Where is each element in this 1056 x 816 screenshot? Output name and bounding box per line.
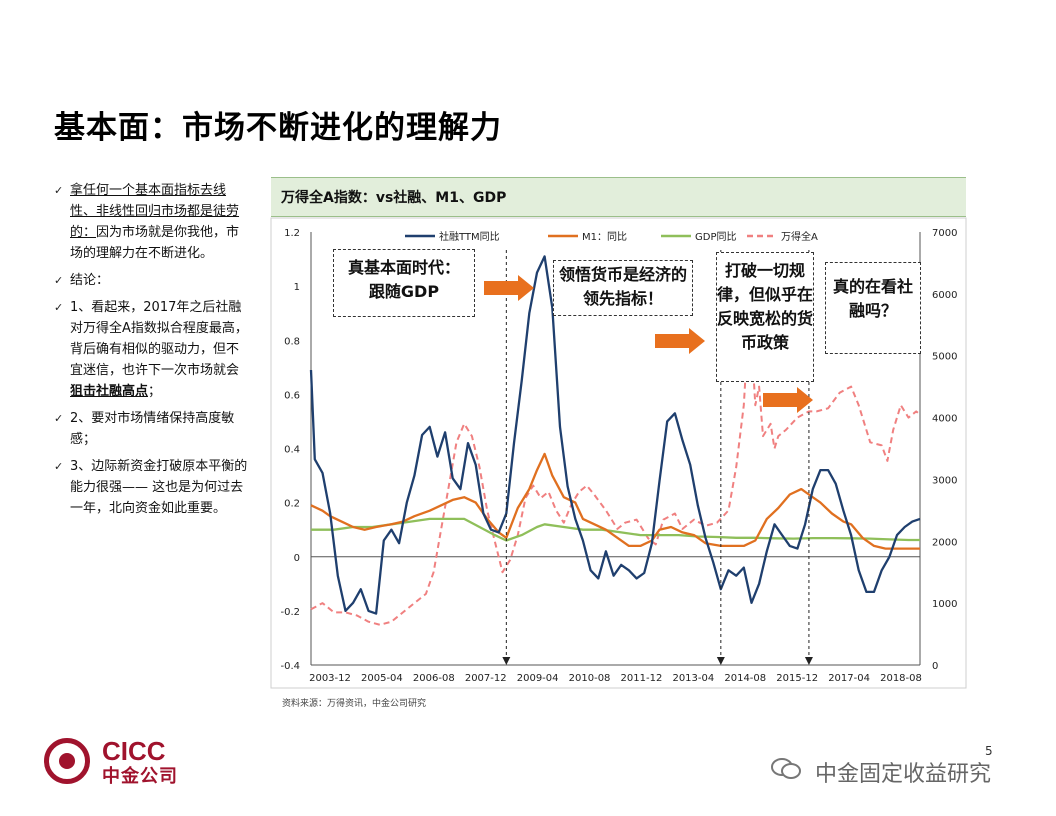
page-number: 5: [985, 744, 993, 758]
left-tick-label: 1.2: [284, 228, 300, 239]
chart-frame: [270, 217, 967, 689]
callout-money-leading: 领悟货币是经济的领先指标！: [553, 260, 693, 316]
check-icon: ✓: [54, 460, 64, 473]
bullet-segment: 2、要对市场情绪保持高度敏感；: [70, 411, 235, 447]
bullet-text: 拿任何一个基本面指标去线性、非线性回归市场都是徒劳的：因为市场就是你我他，市场的…: [70, 180, 250, 264]
event-arrowhead: [804, 657, 813, 665]
callout-tsf-question: 真的在看社融吗？: [825, 262, 921, 354]
bullet-list: ✓ 拿任何一个基本面指标去线性、非线性回归市场都是徒劳的：因为市场就是你我他，市场…: [54, 180, 250, 525]
check-icon: ✓: [54, 301, 64, 314]
left-tick-label: -0.2: [280, 607, 300, 618]
left-tick-label: -0.4: [280, 661, 300, 672]
right-tick-label: 1000: [932, 599, 957, 610]
bullet-segment: 1、看起来，2017年之后社融对万得全A指数拟合程度最高，背后确有相似的驱动力，…: [70, 300, 248, 378]
left-tick-label: 0.6: [284, 390, 300, 401]
bullet-segment: 结论：: [70, 273, 110, 288]
wechat-icon: [770, 757, 802, 787]
series-line: [309, 255, 921, 615]
right-tick-label: 4000: [932, 414, 957, 425]
bullet-segment: 狙击社融高点: [70, 384, 149, 399]
right-tick-label: 5000: [932, 352, 957, 363]
bullet-text: 3、边际新资金打破原本平衡的能力很强—— 这也是为何过去一年，北向资金如此重要。: [70, 456, 250, 519]
bullet-segment: 3、边际新资金打破原本平衡的能力很强—— 这也是为何过去一年，北向资金如此重要。: [70, 459, 248, 516]
event-arrowhead: [502, 657, 511, 665]
bullet-item: ✓ 拿任何一个基本面指标去线性、非线性回归市场都是徒劳的：因为市场就是你我他，市场…: [54, 180, 250, 264]
right-tick-label: 2000: [932, 537, 957, 548]
x-tick-label: 2007-12: [465, 673, 507, 684]
logo-en-text: CICC: [102, 736, 166, 766]
bullet-segment: ；: [148, 384, 162, 399]
x-tick-label: 2017-04: [828, 673, 870, 684]
x-tick-label: 2005-04: [361, 673, 403, 684]
legend-label: M1：同比: [582, 231, 627, 243]
left-tick-label: 0.8: [284, 336, 300, 347]
bullet-item: ✓ 1、看起来，2017年之后社融对万得全A指数拟合程度最高，背后确有相似的驱动力…: [54, 297, 250, 402]
x-tick-label: 2018-08: [880, 673, 922, 684]
orange-arrow-icon: [655, 328, 705, 354]
cicc-logo-mark: [44, 738, 90, 784]
watermark-text: 中金固定收益研究: [815, 762, 992, 787]
orange-arrow-icon: [484, 275, 534, 301]
chart-source: 资料来源：万得资讯，中金公司研究: [282, 699, 427, 709]
bullet-item: ✓ 3、边际新资金打破原本平衡的能力很强—— 这也是为何过去一年，北向资金如此重要…: [54, 456, 250, 519]
event-arrowhead: [716, 657, 725, 665]
series-line: [310, 452, 920, 550]
left-tick-label: 1: [294, 282, 300, 293]
legend-label: 社融TTM同比: [439, 230, 500, 243]
callout-break-rules: 打破一切规律，但似乎在反映宽松的货币政策: [716, 252, 814, 382]
series-line: [310, 305, 921, 626]
right-tick-label: 0: [932, 661, 938, 672]
x-tick-label: 2006-08: [413, 673, 455, 684]
callout-gdp-era: 真基本面时代： 跟随GDP: [333, 249, 475, 317]
check-icon: ✓: [54, 274, 64, 287]
series-line: [311, 517, 920, 542]
x-tick-label: 2010-08: [569, 673, 611, 684]
callout-gdp-era-line2: 跟随GDP: [368, 282, 440, 301]
x-tick-label: 2009-04: [517, 673, 559, 684]
orange-arrow-icon: [763, 387, 813, 413]
left-tick-label: 0.4: [284, 445, 300, 456]
logo-cn-text: 中金公司: [102, 766, 178, 787]
legend-label: 万得全A: [781, 230, 818, 243]
x-tick-label: 2014-08: [724, 673, 766, 684]
right-tick-label: 3000: [932, 475, 957, 486]
bullet-segment: 因为市场就是你我他，市场的理解力在不断进化。: [70, 225, 240, 261]
page-title: 基本面：市场不断进化的理解力: [54, 110, 502, 146]
watermark: 中金固定收益研究: [770, 756, 991, 788]
bullet-item: ✓ 2、要对市场情绪保持高度敏感；: [54, 408, 250, 450]
bullet-item: ✓ 结论：: [54, 270, 250, 291]
bullet-text: 结论：: [70, 270, 250, 291]
bullet-text: 1、看起来，2017年之后社融对万得全A指数拟合程度最高，背后确有相似的驱动力，…: [70, 297, 250, 402]
chart-title: 万得全A指数：vs社融、M1、GDP: [281, 190, 507, 206]
left-tick-label: 0: [294, 553, 300, 564]
bullet-text: 2、要对市场情绪保持高度敏感；: [70, 408, 250, 450]
bullet-segment: 拿任何一个基本面指标去线性、非线性回归市场都是徒劳的：: [70, 183, 240, 240]
chart-header: 万得全A指数：vs社融、M1、GDP: [271, 177, 966, 217]
check-icon: ✓: [54, 412, 64, 425]
left-tick-label: 0.2: [284, 499, 300, 510]
callout-gdp-era-line1: 真基本面时代：: [347, 258, 460, 277]
legend-label: GDP同比: [695, 231, 736, 243]
right-tick-label: 6000: [932, 290, 957, 301]
cicc-logo: CICC 中金公司: [44, 736, 194, 787]
x-tick-label: 2011-12: [621, 673, 663, 684]
right-tick-label: 7000: [932, 228, 957, 239]
check-icon: ✓: [54, 184, 64, 197]
x-tick-label: 2015-12: [776, 673, 818, 684]
x-tick-label: 2003-12: [309, 673, 351, 684]
x-tick-label: 2013-04: [672, 673, 714, 684]
